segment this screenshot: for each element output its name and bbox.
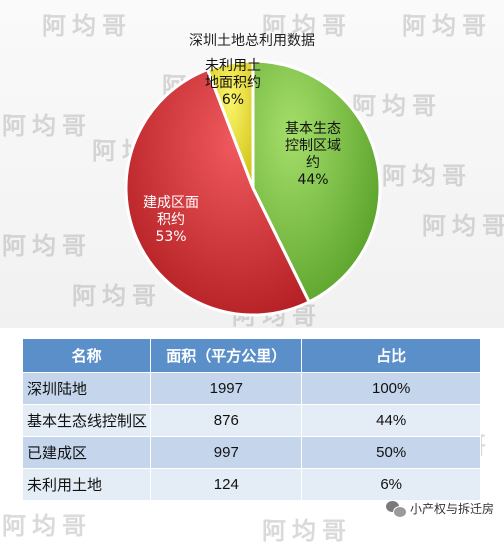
slice-percent-label: 6% <box>222 92 244 108</box>
cell-name: 已建成区 <box>21 436 152 469</box>
chart-title: 深圳土地总利用数据 <box>189 33 315 49</box>
cell-area: 997 <box>150 436 303 469</box>
slice-built-up <box>124 67 312 317</box>
table-row: 基本生态线控制区 876 44% <box>21 404 481 437</box>
cell-area: 1997 <box>150 372 303 405</box>
slice-ecological-control <box>251 59 382 304</box>
cell-ratio: 50% <box>301 436 481 469</box>
cell-area: 876 <box>150 404 303 437</box>
cell-name: 深圳陆地 <box>21 372 152 405</box>
slice-percent-label: 44% <box>297 172 328 188</box>
cell-ratio: 44% <box>301 404 481 437</box>
cell-area: 124 <box>150 468 303 501</box>
table-row: 深圳陆地 1997 100% <box>21 372 481 405</box>
slice-label: 基本生态控制区域约 <box>285 120 341 171</box>
table-row: 已建成区 997 50% <box>21 436 481 469</box>
table-header-row: 名称 面积（平方公里） 占比 <box>21 338 481 373</box>
account-name: 小产权与拆迁房 <box>409 502 494 516</box>
watermark-text: 阿均哥 <box>2 511 92 540</box>
cell-name: 基本生态线控制区 <box>21 404 152 437</box>
land-data-table: 名称 面积（平方公里） 占比 深圳陆地 1997 100% 基本生态线控制区 8… <box>21 338 481 501</box>
cell-ratio: 6% <box>301 468 481 501</box>
slice-label: 未利用土地面积约 <box>205 58 261 91</box>
footer-account: 小产权与拆迁房 <box>385 500 494 518</box>
cell-name: 未利用土地 <box>21 468 152 501</box>
header-area: 面积（平方公里） <box>150 338 303 373</box>
slice-unused-land <box>205 59 255 189</box>
watermark-text: 阿均哥 <box>262 516 352 545</box>
table-row: 未利用土地 124 6% <box>21 468 481 501</box>
wechat-icon <box>385 500 407 518</box>
slice-label: 建成区面积约 <box>143 195 199 228</box>
cell-ratio: 100% <box>301 372 481 405</box>
header-name: 名称 <box>21 338 152 373</box>
slice-percent-label: 53% <box>155 229 186 245</box>
header-ratio: 占比 <box>301 338 481 373</box>
